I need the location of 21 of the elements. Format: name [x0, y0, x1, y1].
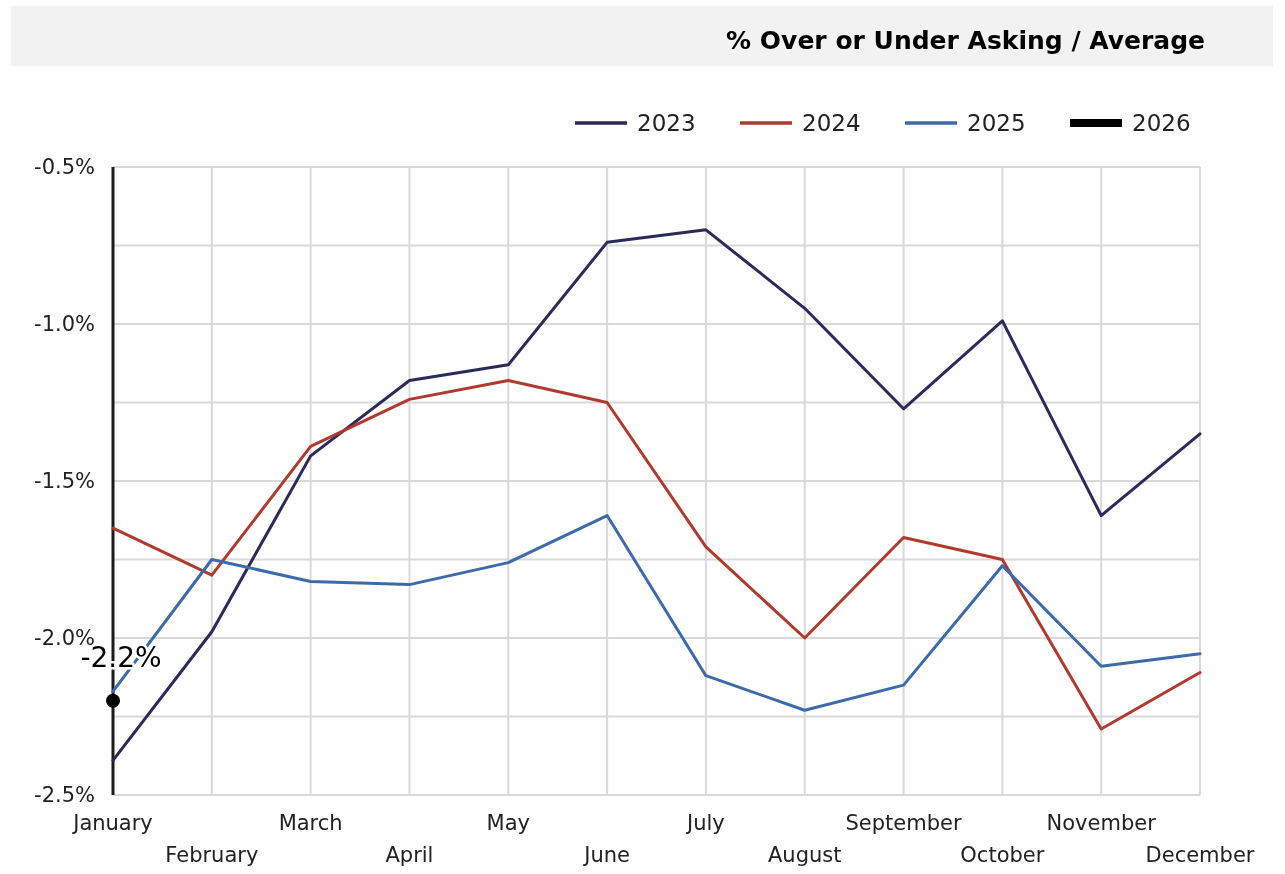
x-tick-label: January: [71, 811, 153, 835]
x-tick-label: October: [960, 843, 1045, 867]
legend-label: 2024: [802, 110, 861, 137]
x-tick-label: July: [685, 811, 725, 835]
legend-label: 2026: [1132, 110, 1191, 137]
x-tick-label: May: [486, 811, 530, 835]
y-tick-label: -2.5%: [34, 783, 95, 808]
x-tick-label: September: [845, 811, 962, 835]
y-tick-label: -0.5%: [34, 155, 95, 180]
x-tick-label: February: [165, 843, 259, 867]
x-tick-label: June: [582, 843, 630, 867]
x-tick-label: December: [1145, 843, 1255, 867]
x-tick-label: April: [385, 843, 434, 867]
x-tick-label: November: [1046, 811, 1157, 835]
x-tick-label: March: [278, 811, 343, 835]
y-tick-label: -1.5%: [34, 469, 95, 494]
legend-label: 2023: [637, 110, 696, 137]
y-tick-label: -1.0%: [34, 312, 95, 337]
chart-title: % Over or Under Asking / Average: [726, 26, 1205, 55]
x-tick-label: August: [767, 843, 842, 867]
legend-label: 2025: [967, 110, 1026, 137]
